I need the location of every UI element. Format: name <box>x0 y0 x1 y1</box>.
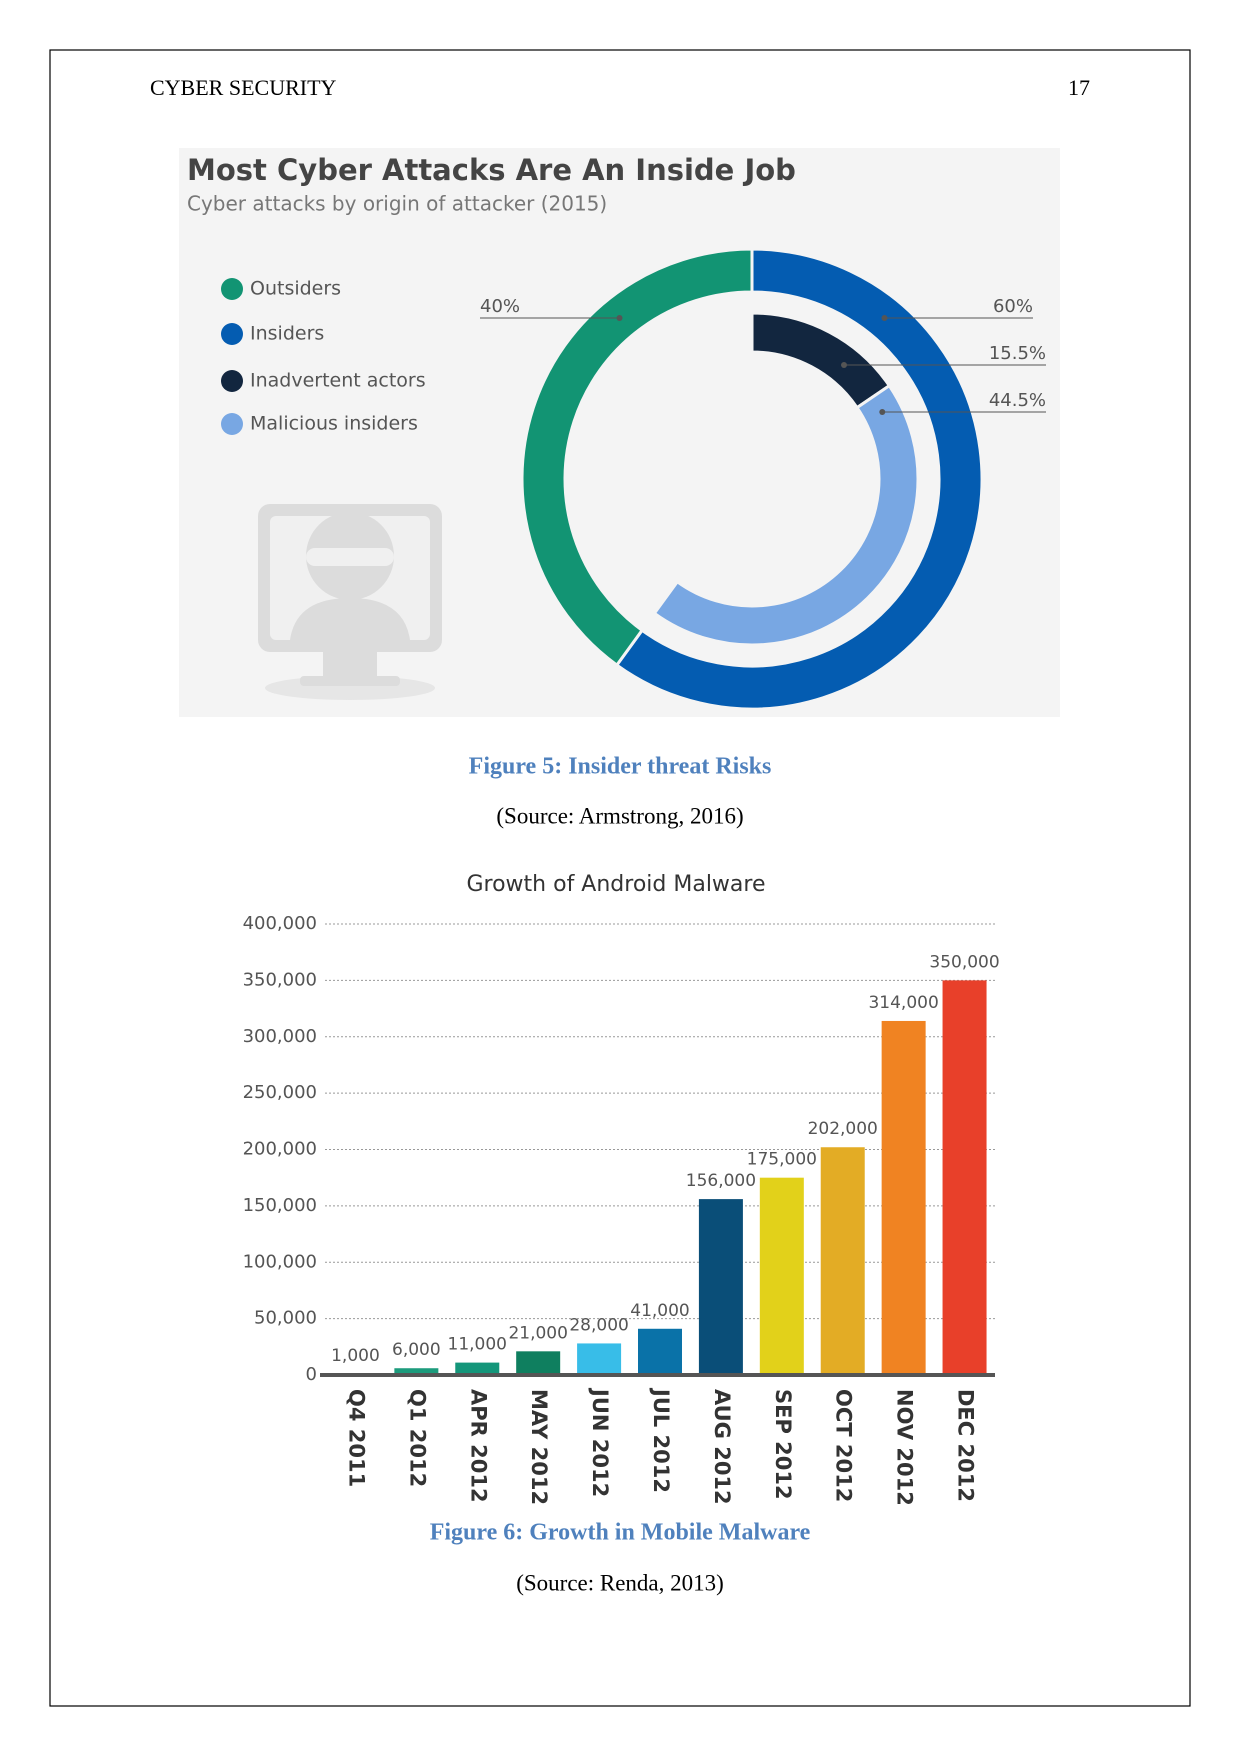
chart-title: Most Cyber Attacks Are An Inside Job <box>187 153 796 187</box>
value-label: 350,000 <box>929 952 999 972</box>
hacker-icon <box>258 504 442 700</box>
value-label: 156,000 <box>686 1171 756 1191</box>
value-label: 1,000 <box>331 1346 380 1366</box>
value-label: 41,000 <box>630 1301 689 1321</box>
x-tick-label: NOV 2012 <box>893 1389 917 1506</box>
bar <box>759 1177 804 1375</box>
leader-dot <box>881 315 888 321</box>
bar <box>394 1368 439 1375</box>
value-label: 40% <box>480 296 520 317</box>
y-tick-label: 0 <box>306 1364 317 1385</box>
value-label: 21,000 <box>508 1323 567 1343</box>
legend-label: Insiders <box>250 323 324 345</box>
y-tick-label: 100,000 <box>243 1251 317 1272</box>
bar <box>942 980 987 1375</box>
legend-swatch <box>221 370 243 392</box>
leader-dot <box>616 315 623 321</box>
value-label: 60% <box>993 296 1033 317</box>
y-tick-label: 200,000 <box>243 1139 317 1160</box>
page-border <box>49 49 1191 1707</box>
value-label: 11,000 <box>448 1335 507 1355</box>
y-tick-label: 350,000 <box>243 969 317 990</box>
bar <box>455 1362 500 1375</box>
x-tick-label: JUN 2012 <box>588 1387 612 1497</box>
y-tick-label: 300,000 <box>243 1026 317 1047</box>
x-tick-label: Q4 2011 <box>344 1389 368 1487</box>
value-label: 15.5% <box>989 343 1046 364</box>
value-label: 175,000 <box>747 1150 817 1170</box>
y-tick-label: 400,000 <box>243 913 317 934</box>
value-label: 44.5% <box>989 390 1046 411</box>
x-tick-label: Q1 2012 <box>405 1389 429 1487</box>
chart-subtitle: Cyber attacks by origin of attacker (201… <box>187 192 607 216</box>
legend-label: Malicious insiders <box>250 413 418 435</box>
leader-dot <box>879 409 886 415</box>
value-label: 314,000 <box>868 993 938 1013</box>
value-label: 6,000 <box>392 1340 441 1360</box>
x-tick-label: OCT 2012 <box>832 1389 856 1502</box>
legend-swatch <box>221 413 243 435</box>
bar <box>698 1199 743 1375</box>
y-tick-label: 50,000 <box>254 1308 317 1329</box>
leader-dot <box>841 362 848 368</box>
x-tick-label: DEC 2012 <box>954 1389 978 1502</box>
x-tick-label: SEP 2012 <box>771 1389 795 1500</box>
figure-caption: Figure 6: Growth in Mobile Malware <box>430 1520 811 1546</box>
legend-swatch <box>221 323 243 345</box>
x-tick-label: AUG 2012 <box>710 1389 734 1505</box>
donut-slice <box>520 247 754 668</box>
bar <box>820 1147 865 1375</box>
value-label: 202,000 <box>808 1119 878 1139</box>
bar <box>577 1343 622 1375</box>
donut-chart: 60% 40% 15.5% 44.5% Outsiders Insiders Inadver… <box>221 247 1046 711</box>
donut-slice <box>652 383 920 647</box>
figure-caption: Figure 5: Insider threat Risks <box>469 754 772 780</box>
bar-chart: 0 50,000 100,000 150,000 200,000 250,000 300,0… <box>243 913 1000 1506</box>
header-title: CYBER SECURITY <box>150 75 337 100</box>
legend-swatch <box>221 278 243 300</box>
figure-source: (Source: Renda, 2013) <box>516 1570 724 1595</box>
donut-slice <box>614 247 984 711</box>
chart-title: Growth of Android Malware <box>466 872 765 897</box>
y-tick-label: 150,000 <box>243 1195 317 1216</box>
legend-label: Outsiders <box>250 278 341 300</box>
y-tick-label: 250,000 <box>243 1082 317 1103</box>
figure-source: (Source: Armstrong, 2016) <box>496 803 743 828</box>
page-number: 17 <box>1068 75 1090 100</box>
x-tick-label: MAY 2012 <box>527 1389 551 1505</box>
bar <box>516 1351 561 1375</box>
x-tick-label: JUL 2012 <box>649 1387 673 1493</box>
value-label: 28,000 <box>569 1315 628 1335</box>
bar <box>881 1020 926 1375</box>
x-tick-label: APR 2012 <box>466 1389 490 1503</box>
bar <box>638 1328 682 1375</box>
legend-label: Inadvertent actors <box>250 370 426 392</box>
